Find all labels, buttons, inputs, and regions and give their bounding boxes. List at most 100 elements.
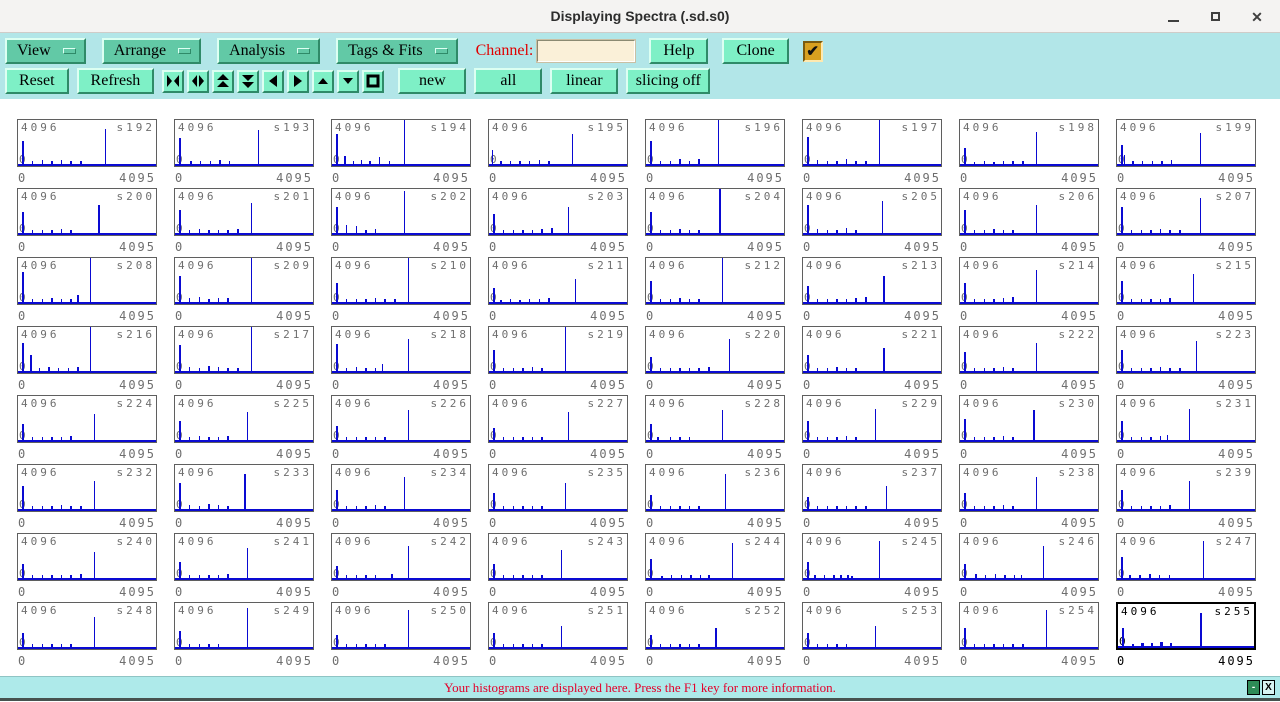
spectrum-cell-s221[interactable]: 4096 s221 0 0 4095: [802, 326, 942, 395]
spectrum-plot[interactable]: 4096 s236 0: [645, 464, 785, 512]
spectrum-cell-s196[interactable]: 4096 s196 0 0 4095: [645, 119, 785, 188]
spectrum-plot[interactable]: 4096 s214 0: [959, 257, 1099, 305]
spectrum-cell-s237[interactable]: 4096 s237 0 0 4095: [802, 464, 942, 533]
spectrum-plot[interactable]: 4096 s209 0: [174, 257, 314, 305]
spectrum-cell-s248[interactable]: 4096 s248 0 0 4095: [17, 602, 157, 671]
spectrum-plot[interactable]: 4096 s254 0: [959, 602, 1099, 650]
spectrum-plot[interactable]: 4096 s246 0: [959, 533, 1099, 581]
spectrum-cell-s232[interactable]: 4096 s232 0 0 4095: [17, 464, 157, 533]
spectrum-plot[interactable]: 4096 s224 0: [17, 395, 157, 443]
spectrum-cell-s222[interactable]: 4096 s222 0 0 4095: [959, 326, 1099, 395]
spectrum-cell-s220[interactable]: 4096 s220 0 0 4095: [645, 326, 785, 395]
spectrum-cell-s246[interactable]: 4096 s246 0 0 4095: [959, 533, 1099, 602]
menu-analysis[interactable]: Analysis: [217, 38, 321, 64]
spectrum-plot[interactable]: 4096 s196 0: [645, 119, 785, 167]
status-close-button[interactable]: X: [1262, 680, 1275, 695]
spectrum-plot[interactable]: 4096 s211 0: [488, 257, 628, 305]
spectrum-cell-s231[interactable]: 4096 s231 0 0 4095: [1116, 395, 1256, 464]
spectrum-plot[interactable]: 4096 s240 0: [17, 533, 157, 581]
spectrum-plot[interactable]: 4096 s223 0: [1116, 326, 1256, 374]
spectrum-plot[interactable]: 4096 s249 0: [174, 602, 314, 650]
slicing-button[interactable]: slicing off: [626, 68, 711, 94]
spectrum-cell-s199[interactable]: 4096 s199 0 0 4095: [1116, 119, 1256, 188]
spectrum-plot[interactable]: 4096 s193 0: [174, 119, 314, 167]
spectrum-cell-s210[interactable]: 4096 s210 0 0 4095: [331, 257, 471, 326]
spectrum-plot[interactable]: 4096 s200 0: [17, 188, 157, 236]
spectrum-cell-s228[interactable]: 4096 s228 0 0 4095: [645, 395, 785, 464]
spectrum-plot[interactable]: 4096 s199 0: [1116, 119, 1256, 167]
spectrum-cell-s235[interactable]: 4096 s235 0 0 4095: [488, 464, 628, 533]
spectrum-cell-s202[interactable]: 4096 s202 0 0 4095: [331, 188, 471, 257]
spectrum-plot[interactable]: 4096 s243 0: [488, 533, 628, 581]
spectrum-cell-s219[interactable]: 4096 s219 0 0 4095: [488, 326, 628, 395]
status-minimize-button[interactable]: -: [1247, 680, 1260, 695]
unzoom-button[interactable]: [362, 69, 385, 93]
spectrum-plot[interactable]: 4096 s234 0: [331, 464, 471, 512]
spectrum-cell-s252[interactable]: 4096 s252 0 0 4095: [645, 602, 785, 671]
spectrum-cell-s240[interactable]: 4096 s240 0 0 4095: [17, 533, 157, 602]
spectrum-cell-s197[interactable]: 4096 s197 0 0 4095: [802, 119, 942, 188]
maximize-button[interactable]: [1206, 8, 1224, 26]
spectrum-plot[interactable]: 4096 s226 0: [331, 395, 471, 443]
spectrum-cell-s198[interactable]: 4096 s198 0 0 4095: [959, 119, 1099, 188]
spectrum-cell-s230[interactable]: 4096 s230 0 0 4095: [959, 395, 1099, 464]
spectrum-cell-s213[interactable]: 4096 s213 0 0 4095: [802, 257, 942, 326]
spectrum-cell-s224[interactable]: 4096 s224 0 0 4095: [17, 395, 157, 464]
spectrum-cell-s242[interactable]: 4096 s242 0 0 4095: [331, 533, 471, 602]
help-button[interactable]: Help: [649, 38, 709, 64]
toolbar-checkbox[interactable]: ✔: [802, 40, 823, 62]
spectrum-plot[interactable]: 4096 s250 0: [331, 602, 471, 650]
spectrum-plot[interactable]: 4096 s227 0: [488, 395, 628, 443]
spectrum-plot[interactable]: 4096 s253 0: [802, 602, 942, 650]
spectrum-cell-s239[interactable]: 4096 s239 0 0 4095: [1116, 464, 1256, 533]
spectrum-plot[interactable]: 4096 s232 0: [17, 464, 157, 512]
spectrum-cell-s211[interactable]: 4096 s211 0 0 4095: [488, 257, 628, 326]
close-button[interactable]: ✕: [1248, 8, 1266, 26]
spectrum-cell-s255[interactable]: 4096 s255 00 4095: [1116, 602, 1256, 671]
spectrum-cell-s225[interactable]: 4096 s225 0 0 4095: [174, 395, 314, 464]
spectrum-cell-s192[interactable]: 4096 s192 0 0 4095: [17, 119, 157, 188]
spectrum-cell-s251[interactable]: 4096 s251 0 0 4095: [488, 602, 628, 671]
pan-up-button[interactable]: [312, 69, 335, 93]
menu-arrange[interactable]: Arrange: [101, 38, 202, 64]
all-button[interactable]: all: [474, 68, 543, 94]
spectrum-cell-s212[interactable]: 4096 s212 0 0 4095: [645, 257, 785, 326]
spectrum-plot[interactable]: 4096 s230 0: [959, 395, 1099, 443]
spectrum-cell-s227[interactable]: 4096 s227 0 0 4095: [488, 395, 628, 464]
spectrum-plot[interactable]: 4096 s252 0: [645, 602, 785, 650]
spectrum-cell-s249[interactable]: 4096 s249 0 0 4095: [174, 602, 314, 671]
spectrum-plot[interactable]: 4096 s213 0: [802, 257, 942, 305]
spectrum-plot[interactable]: 4096 s212 0: [645, 257, 785, 305]
spectrum-plot[interactable]: 4096 s206 0: [959, 188, 1099, 236]
spectrum-cell-s250[interactable]: 4096 s250 0 0 4095: [331, 602, 471, 671]
spectrum-cell-s194[interactable]: 4096 s194 0 0 4095: [331, 119, 471, 188]
spectrum-plot[interactable]: 4096 s233 0: [174, 464, 314, 512]
reset-button[interactable]: Reset: [5, 68, 69, 94]
spectrum-plot[interactable]: 4096 s204 0: [645, 188, 785, 236]
spectrum-plot[interactable]: 4096 s239 0: [1116, 464, 1256, 512]
spectrum-cell-s204[interactable]: 4096 s204 0 0 4095: [645, 188, 785, 257]
spectrum-plot[interactable]: 4096 s235 0: [488, 464, 628, 512]
spectrum-plot[interactable]: 4096 s218 0: [331, 326, 471, 374]
new-button[interactable]: new: [398, 68, 467, 94]
spectrum-plot[interactable]: 4096 s195 0: [488, 119, 628, 167]
step-left-button[interactable]: [262, 69, 285, 93]
spectrum-cell-s241[interactable]: 4096 s241 0 0 4095: [174, 533, 314, 602]
spectrum-cell-s244[interactable]: 4096 s244 0 0 4095: [645, 533, 785, 602]
spectrum-plot[interactable]: 4096 s215 0: [1116, 257, 1256, 305]
spectrum-plot[interactable]: 4096 s205 0: [802, 188, 942, 236]
spectrum-plot[interactable]: 4096 s242 0: [331, 533, 471, 581]
spectrum-plot[interactable]: 4096 s238 0: [959, 464, 1099, 512]
spectrum-plot[interactable]: 4096 s237 0: [802, 464, 942, 512]
spectrum-cell-s208[interactable]: 4096 s208 0 0 4095: [17, 257, 157, 326]
spectrum-cell-s193[interactable]: 4096 s193 0 0 4095: [174, 119, 314, 188]
spectrum-cell-s254[interactable]: 4096 s254 0 0 4095: [959, 602, 1099, 671]
spectrum-cell-s233[interactable]: 4096 s233 0 0 4095: [174, 464, 314, 533]
spectrum-plot[interactable]: 4096 s222 0: [959, 326, 1099, 374]
channel-input[interactable]: [536, 39, 637, 63]
spectrum-plot[interactable]: 4096 s220 0: [645, 326, 785, 374]
spectrum-plot[interactable]: 4096 s210 0: [331, 257, 471, 305]
spectrum-cell-s209[interactable]: 4096 s209 0 0 4095: [174, 257, 314, 326]
spectrum-plot[interactable]: 4096 s251 0: [488, 602, 628, 650]
